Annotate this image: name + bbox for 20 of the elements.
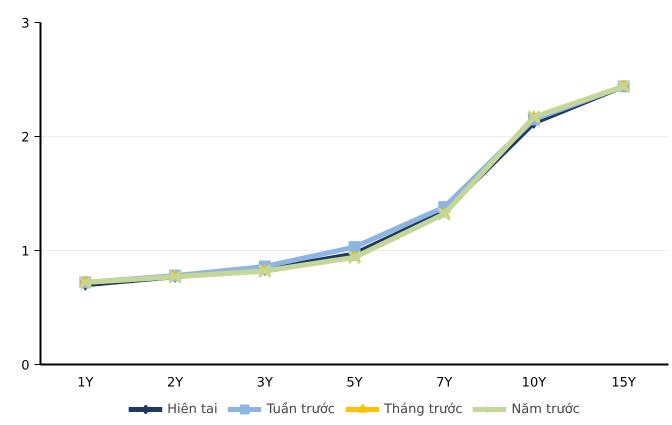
y-tick-label: 2 [21, 130, 30, 146]
point [347, 250, 362, 264]
x-tick-label: 7Y [436, 376, 452, 390]
legend-label: Tuần trước [266, 402, 335, 416]
x-tick-label: 15Y [611, 376, 636, 390]
legend-label: Tháng trước [384, 402, 463, 416]
y-tick-label: 3 [21, 16, 30, 32]
point [348, 241, 360, 254]
x-tick-label: 2Y [166, 376, 184, 390]
x-tick-label: 5Y [346, 376, 363, 390]
legend-label: Hiên tai [167, 402, 218, 416]
x-tick-label: 10Y [522, 376, 546, 390]
point [437, 206, 452, 222]
point [526, 110, 542, 124]
x-tick-label: 3Y [256, 376, 273, 390]
x-tick-label: 1Y [77, 376, 94, 390]
point [258, 264, 272, 278]
y-tick-label: 1 [21, 244, 30, 260]
legend-label: Năm trước [512, 402, 580, 416]
y-tick-label: 0 [21, 358, 30, 374]
